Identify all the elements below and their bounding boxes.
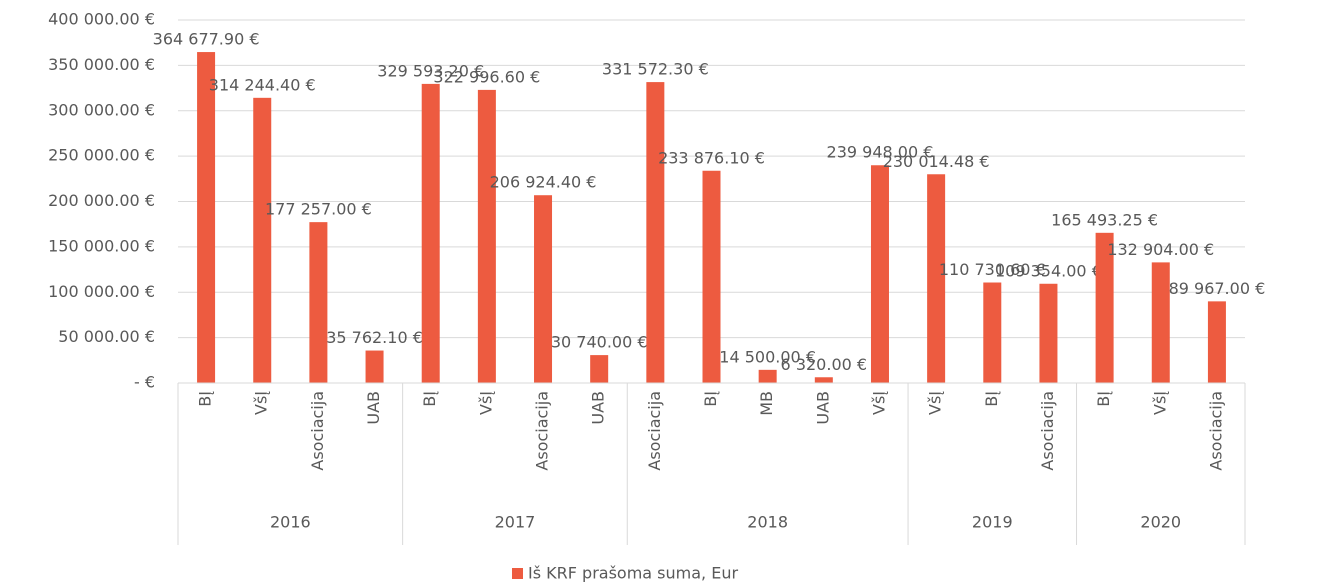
y-tick-label: - €: [134, 373, 155, 392]
y-tick-label: 200 000.00 €: [48, 191, 155, 210]
x-tick-label: Asociacija: [1038, 391, 1057, 471]
bar: [870, 165, 889, 383]
x-tick-label: BĮ: [1094, 391, 1113, 407]
y-tick-label: 50 000.00 €: [58, 327, 155, 346]
data-label: 314 244.40 €: [209, 75, 316, 94]
data-label: 331 572.30 €: [602, 60, 709, 79]
data-label: 364 677.90 €: [153, 30, 260, 49]
data-label: 230 014.48 €: [883, 152, 990, 171]
bar: [590, 355, 609, 383]
x-tick-label: UAB: [364, 391, 383, 425]
bar: [646, 82, 665, 383]
y-tick-label: 350 000.00 €: [48, 55, 155, 74]
data-label: 109 354.00 €: [995, 261, 1102, 280]
x-tick-label: VšĮ: [926, 391, 945, 415]
bar: [758, 369, 777, 383]
y-tick-label: 400 000.00 €: [48, 10, 155, 29]
bar: [927, 174, 946, 383]
legend-label: Iš KRF prašoma suma, Eur: [528, 564, 738, 583]
group-label: 2017: [495, 513, 536, 532]
data-label: 233 876.10 €: [658, 148, 765, 167]
bar: [197, 52, 216, 383]
bar: [1039, 283, 1058, 383]
data-label: 322 996.60 €: [433, 67, 540, 86]
x-tick-label: VšĮ: [476, 391, 495, 415]
bar: [309, 222, 328, 383]
x-tick-label: Asociacija: [308, 391, 327, 471]
bar: [253, 97, 272, 383]
data-label: 239 948.00 €: [827, 143, 934, 162]
group-label: 2019: [972, 513, 1013, 532]
data-label: 329 593.20 €: [377, 61, 484, 80]
y-tick-label: 100 000.00 €: [48, 282, 155, 301]
bar: [421, 83, 440, 384]
x-tick-label: UAB: [813, 391, 832, 425]
data-label: 206 924.40 €: [490, 173, 597, 192]
data-label: 14 500.00 €: [719, 347, 816, 366]
data-label: 35 762.10 €: [326, 328, 423, 347]
group-label: 2018: [747, 513, 788, 532]
data-label: 165 493.25 €: [1051, 210, 1158, 229]
data-label: 6 320.00 €: [781, 355, 868, 374]
x-tick-label: BĮ: [701, 391, 720, 407]
bar: [534, 195, 553, 383]
x-tick-label: Asociacija: [645, 391, 664, 471]
x-tick-label: UAB: [589, 391, 608, 425]
x-tick-label: Asociacija: [533, 391, 552, 471]
x-tick-label: VšĮ: [869, 391, 888, 415]
bar: [814, 377, 833, 383]
x-tick-label: Asociacija: [1206, 391, 1225, 471]
bar: [1095, 232, 1114, 383]
data-label: 177 257.00 €: [265, 200, 372, 219]
data-label: 132 904.00 €: [1107, 240, 1214, 259]
x-tick-label: BĮ: [982, 391, 1001, 407]
bar: [1207, 301, 1226, 383]
x-tick-label: VšĮ: [252, 391, 271, 415]
data-label: 110 730.60 €: [939, 260, 1046, 279]
bar: [477, 89, 496, 383]
legend-swatch: [512, 568, 523, 579]
x-tick-label: BĮ: [196, 391, 215, 407]
y-tick-label: 250 000.00 €: [48, 146, 155, 165]
data-label: 30 740.00 €: [551, 333, 648, 352]
data-label: 89 967.00 €: [1169, 279, 1266, 298]
group-label: 2020: [1140, 513, 1181, 532]
x-tick-label: VšĮ: [1150, 391, 1169, 415]
x-tick-label: BĮ: [420, 391, 439, 407]
group-label: 2016: [270, 513, 311, 532]
bar: [702, 170, 721, 383]
x-tick-label: MB: [757, 391, 776, 416]
y-tick-label: 150 000.00 €: [48, 236, 155, 255]
bar: [365, 350, 384, 383]
y-tick-label: 300 000.00 €: [48, 100, 155, 119]
bar: [1151, 262, 1170, 383]
bar: [983, 282, 1002, 383]
